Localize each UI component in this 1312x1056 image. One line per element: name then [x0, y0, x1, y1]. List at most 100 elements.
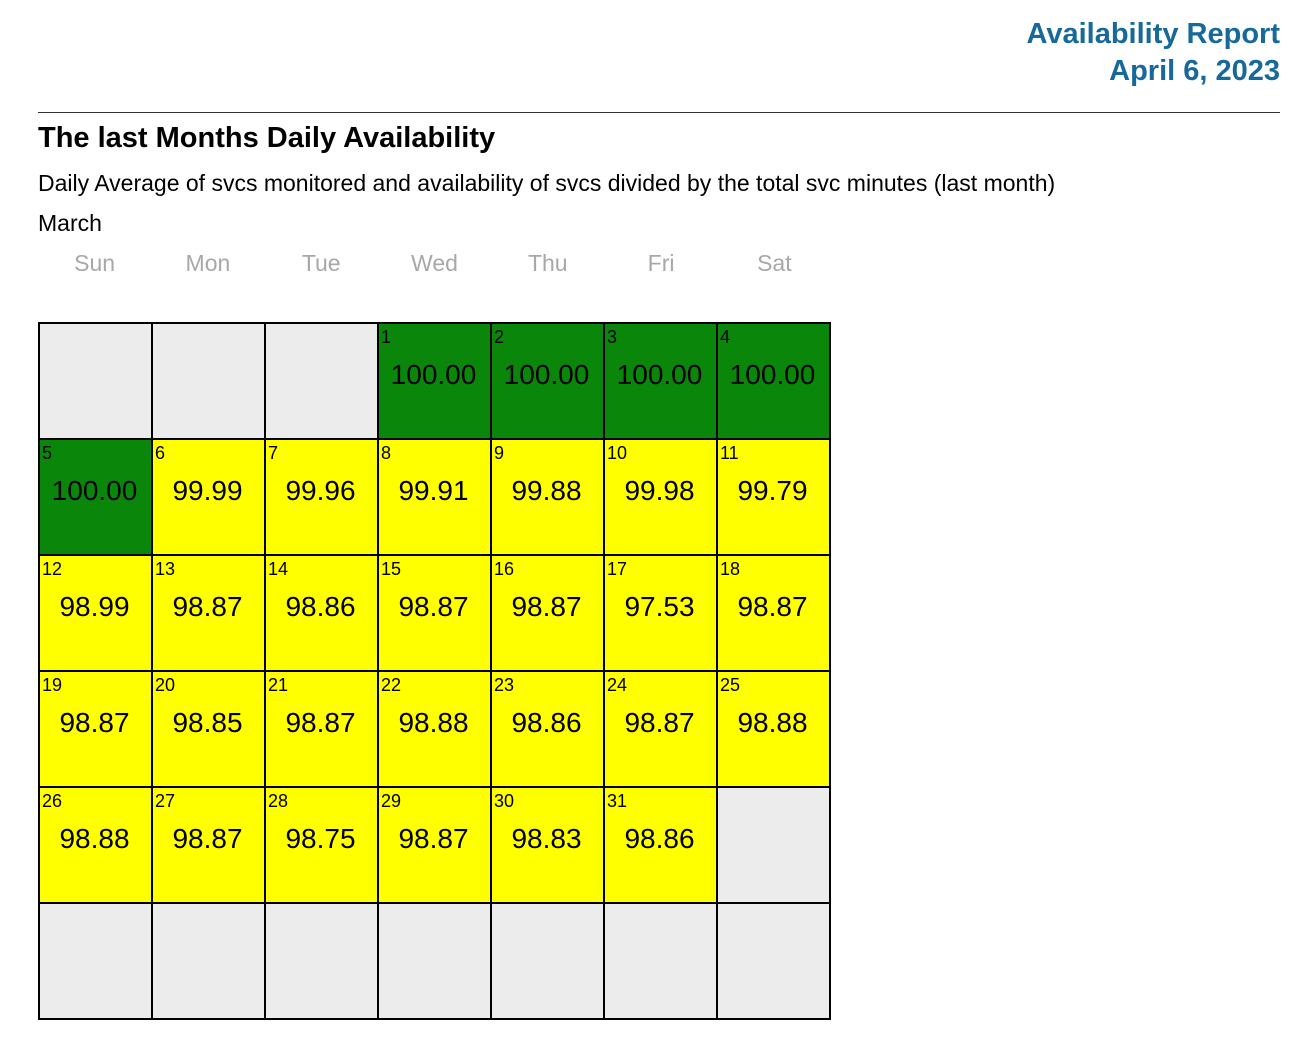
availability-value: 98.87 — [398, 823, 469, 854]
calendar-day-cell: 20 98.85 — [153, 672, 264, 786]
day-number: 14 — [268, 559, 289, 579]
calendar-day-cell: 17 97.53 — [605, 556, 716, 670]
day-number: 8 — [381, 443, 392, 463]
availability-value: 97.53 — [624, 591, 695, 622]
availability-value: 99.98 — [624, 475, 695, 506]
availability-value: 98.86 — [285, 591, 356, 622]
calendar-day-cell: 30 98.83 — [492, 788, 603, 902]
calendar-empty-cell — [718, 904, 829, 1018]
availability-value: 98.87 — [59, 707, 130, 738]
calendar-day-cell: 25 98.88 — [718, 672, 829, 786]
calendar-empty-cell — [40, 324, 151, 438]
availability-value: 99.96 — [285, 475, 356, 506]
day-number: 31 — [607, 791, 628, 811]
availability-value: 100.00 — [729, 359, 816, 390]
calendar-empty-cell — [605, 904, 716, 1018]
day-number: 27 — [155, 791, 176, 811]
availability-value: 98.88 — [398, 707, 469, 738]
calendar-day-cell: 29 98.87 — [379, 788, 490, 902]
calendar-day-cell: 26 98.88 — [40, 788, 151, 902]
day-number: 28 — [268, 791, 289, 811]
weekday-label: Fri — [647, 250, 675, 276]
day-number: 26 — [42, 791, 63, 811]
calendar-empty-cell — [153, 904, 264, 1018]
day-number: 6 — [155, 443, 166, 463]
availability-value: 98.75 — [285, 823, 356, 854]
calendar-day-cell: 11 99.79 — [718, 440, 829, 554]
availability-value: 98.87 — [511, 591, 582, 622]
availability-value: 98.99 — [59, 591, 130, 622]
weekday-label: Wed — [411, 250, 458, 276]
day-number: 5 — [42, 443, 53, 463]
availability-value: 98.87 — [285, 707, 356, 738]
day-number: 13 — [155, 559, 176, 579]
calendar-day-cell: 2 100.00 — [492, 324, 603, 438]
day-number: 12 — [42, 559, 63, 579]
report-page: Availability Report April 6, 2023 The la… — [38, 18, 1280, 1020]
calendar-day-cell: 9 99.88 — [492, 440, 603, 554]
calendar-empty-cell — [492, 904, 603, 1018]
availability-value: 100.00 — [616, 359, 703, 390]
day-number: 18 — [720, 559, 741, 579]
calendar-empty-cell — [718, 788, 829, 902]
calendar-day-cell: 27 98.87 — [153, 788, 264, 902]
availability-value: 100.00 — [51, 475, 138, 506]
availability-value: 98.87 — [172, 823, 243, 854]
day-number: 11 — [720, 443, 739, 463]
calendar-day-cell: 10 99.98 — [605, 440, 716, 554]
availability-value: 98.88 — [737, 707, 808, 738]
availability-value: 100.00 — [503, 359, 590, 390]
calendar-day-cell: 6 99.99 — [153, 440, 264, 554]
availability-value: 98.87 — [737, 591, 808, 622]
day-number: 30 — [494, 791, 515, 811]
availability-value: 98.87 — [624, 707, 695, 738]
calendar-day-cell: 24 98.87 — [605, 672, 716, 786]
calendar-day-cell: 7 99.96 — [266, 440, 377, 554]
day-number: 22 — [381, 675, 402, 695]
day-number: 2 — [494, 327, 505, 347]
day-number: 4 — [720, 327, 731, 347]
day-number: 17 — [607, 559, 628, 579]
calendar-day-cell: 4 100.00 — [718, 324, 829, 438]
report-title: Availability Report — [1026, 18, 1280, 50]
report-date: April 6, 2023 — [1109, 55, 1280, 87]
weekday-label: Sat — [757, 250, 792, 276]
day-number: 29 — [381, 791, 402, 811]
availability-value: 100.00 — [390, 359, 477, 390]
availability-value: 99.88 — [511, 475, 582, 506]
section-subtitle: Daily Average of svcs monitored and avai… — [38, 170, 1056, 196]
calendar-day-cell: 28 98.75 — [266, 788, 377, 902]
header-divider — [38, 112, 1280, 113]
calendar-grid: 1 100.00 2 100.00 3 100.00 4 100.00 5 100.00 6 99.9… — [38, 322, 831, 1020]
calendar-day-cell: 14 98.86 — [266, 556, 377, 670]
calendar-day-cell: 13 98.87 — [153, 556, 264, 670]
availability-value: 99.91 — [398, 475, 469, 506]
day-number: 1 — [381, 327, 392, 347]
calendar-day-cell: 18 98.87 — [718, 556, 829, 670]
day-number: 15 — [381, 559, 402, 579]
availability-value: 99.79 — [737, 475, 808, 506]
calendar-day-cell: 16 98.87 — [492, 556, 603, 670]
calendar-empty-cell — [40, 904, 151, 1018]
calendar-day-cell: 12 98.99 — [40, 556, 151, 670]
day-number: 20 — [155, 675, 176, 695]
availability-value: 98.87 — [398, 591, 469, 622]
day-number: 25 — [720, 675, 741, 695]
day-number: 21 — [268, 675, 289, 695]
calendar-day-cell: 5 100.00 — [40, 440, 151, 554]
calendar-day-cell: 19 98.87 — [40, 672, 151, 786]
day-number: 16 — [494, 559, 515, 579]
day-number: 24 — [607, 675, 628, 695]
calendar-day-cell: 15 98.87 — [379, 556, 490, 670]
calendar-day-cell: 22 98.88 — [379, 672, 490, 786]
calendar-day-cell: 31 98.86 — [605, 788, 716, 902]
calendar-day-cell: 8 99.91 — [379, 440, 490, 554]
day-number: 9 — [494, 443, 505, 463]
availability-value: 98.86 — [624, 823, 695, 854]
availability-value: 98.85 — [172, 707, 243, 738]
weekday-label: Thu — [527, 250, 568, 276]
day-number: 23 — [494, 675, 515, 695]
calendar-day-cell: 1 100.00 — [379, 324, 490, 438]
availability-value: 98.88 — [59, 823, 130, 854]
day-number: 19 — [42, 675, 63, 695]
